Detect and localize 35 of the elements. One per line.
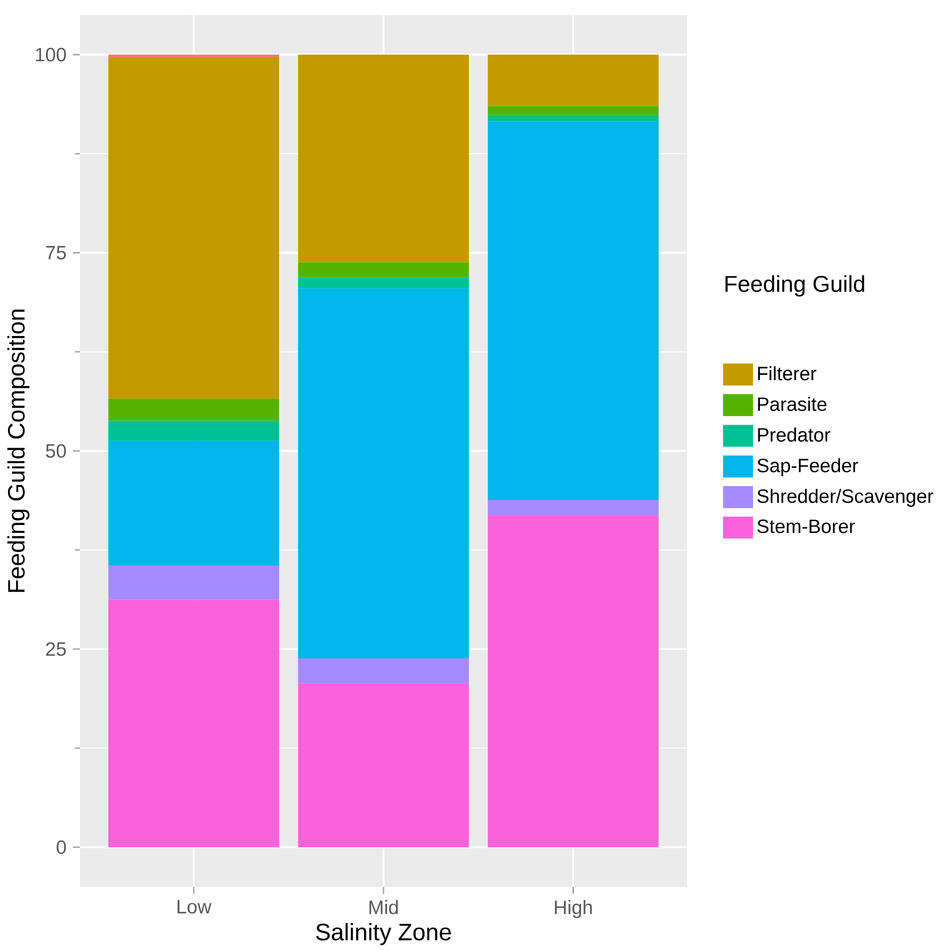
x-tick-label: Mid: [369, 900, 398, 914]
x-axis-title: Salinity Zone: [316, 923, 451, 946]
bar: [298, 288, 469, 659]
bar: [488, 516, 658, 848]
x-tick-label: High: [554, 900, 592, 918]
bar: [108, 420, 279, 441]
y-tick-label: 100: [36, 48, 66, 62]
bar: [488, 121, 658, 500]
bar: [488, 114, 658, 122]
bar: [298, 683, 469, 848]
bar: [488, 500, 658, 516]
legend-label: Shredder/Scavenger: [757, 488, 934, 507]
y-tick-label: 50: [46, 444, 66, 458]
y-axis-title: Feeding Guild Composition: [7, 310, 30, 592]
y-tick-label: 75: [46, 246, 66, 260]
y-tick-label: 0: [56, 840, 66, 854]
legend-label: Predator: [758, 428, 830, 442]
y-tick-label: 25: [46, 642, 66, 656]
x-tick-label: Low: [177, 900, 212, 914]
bar: [298, 54, 469, 262]
legend-label: Filterer: [758, 366, 816, 380]
bar: [108, 398, 279, 421]
legend-label: Parasite: [758, 396, 826, 412]
legend-label: Sap-Feeder: [757, 458, 858, 476]
legend-label: Stem-Borer: [757, 520, 855, 534]
bar: [298, 658, 469, 684]
bar: [108, 440, 279, 566]
bar: [108, 56, 279, 399]
bar: [298, 262, 469, 278]
bar: [488, 106, 658, 115]
bar: [298, 277, 469, 288]
bar: [488, 54, 658, 106]
legend-title: Feeding Guild: [725, 275, 864, 296]
bar: [108, 566, 279, 600]
bar: [108, 600, 279, 848]
